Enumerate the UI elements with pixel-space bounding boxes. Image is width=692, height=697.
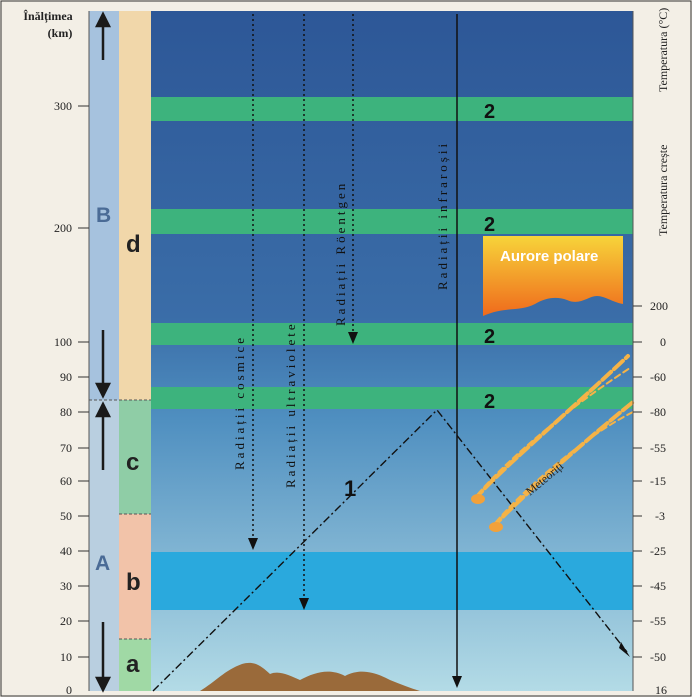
uv-radiation-label: Radiații ultraviolete: [283, 321, 298, 488]
region-label-a: A: [95, 552, 110, 575]
layer-label-d: d: [126, 231, 141, 258]
region-a-arrows: [94, 401, 112, 693]
temp-tick: -80: [650, 405, 666, 419]
temperature-curve: [152, 408, 628, 692]
layer-b-column: [119, 514, 151, 639]
layer-a-column: [119, 639, 151, 691]
ozone-band: [151, 552, 633, 610]
region-b-arrows: [94, 11, 112, 399]
temp-tick: -55: [650, 441, 666, 455]
height-axis-title-line1: Înălțimea: [23, 9, 72, 24]
cosmic-radiation-label: Radiații cosmice: [232, 335, 247, 470]
height-tick: 80: [60, 405, 72, 419]
temp-tick: -3: [655, 509, 665, 523]
band-number-200: 2: [484, 214, 495, 236]
height-tick: 300: [54, 99, 72, 113]
band-number-300: 2: [484, 101, 495, 123]
layer-label-c: c: [126, 449, 139, 476]
height-tick: 60: [60, 474, 72, 488]
temp-tick: 200: [650, 299, 668, 313]
temp-tick: -55: [650, 614, 666, 628]
temp-tick: -45: [650, 579, 666, 593]
curve-number: 1: [344, 476, 356, 501]
xray-radiation-label: Radiații Röentgen: [333, 181, 348, 326]
green-band-100: [151, 323, 633, 345]
height-tick: 30: [60, 579, 72, 593]
band-number-80: 2: [484, 391, 495, 413]
temperature-rises-label: Temperatura crește: [656, 145, 670, 236]
layer-d-column: [119, 11, 151, 400]
temp-tick: -15: [650, 474, 666, 488]
temperature-axis-title: Temperatura (°C): [656, 8, 670, 92]
cosmic-radiation-arrow: [248, 14, 258, 550]
temp-tick: 0: [660, 335, 666, 349]
height-tick: 10: [60, 650, 72, 664]
aurora-label: Aurore polare: [500, 248, 598, 265]
height-tick: 20: [60, 614, 72, 628]
band-number-100: 2: [484, 326, 495, 348]
height-tick: 90: [60, 370, 72, 384]
height-tick: 0: [66, 683, 72, 697]
meteor-trails: [471, 354, 635, 532]
region-label-b: B: [96, 204, 111, 227]
green-band-200: [151, 209, 633, 234]
mountains: [200, 662, 420, 691]
temp-tick: -25: [650, 544, 666, 558]
green-band-300: [151, 97, 633, 121]
temperature-tick-labels: 200 0 -60 -80 -55 -15 -3 -25 -45 -55 -50…: [650, 299, 668, 697]
aurora-box: Aurore polare: [483, 236, 623, 316]
ir-radiation-label: Radiații infraroșii: [435, 141, 450, 290]
height-tick: 40: [60, 544, 72, 558]
height-axis-title-line2: (km): [48, 26, 73, 40]
height-tick: 50: [60, 509, 72, 523]
height-tick: 100: [54, 335, 72, 349]
green-band-80: [151, 387, 633, 409]
height-tick: 200: [54, 221, 72, 235]
height-tick: 70: [60, 441, 72, 455]
temp-tick: -50: [650, 650, 666, 664]
layer-c-column: [119, 400, 151, 514]
layer-label-b: b: [126, 569, 141, 596]
temp-tick: -60: [650, 370, 666, 384]
ir-radiation-arrow: [452, 14, 462, 688]
temp-tick: 16: [655, 683, 667, 697]
layer-label-a: a: [126, 651, 140, 678]
height-tick-labels: 300 200 100 90 80 70 60 50 40 30 20 10 0: [54, 99, 72, 697]
uv-radiation-arrow: [299, 14, 309, 610]
xray-radiation-arrow: [348, 14, 358, 344]
